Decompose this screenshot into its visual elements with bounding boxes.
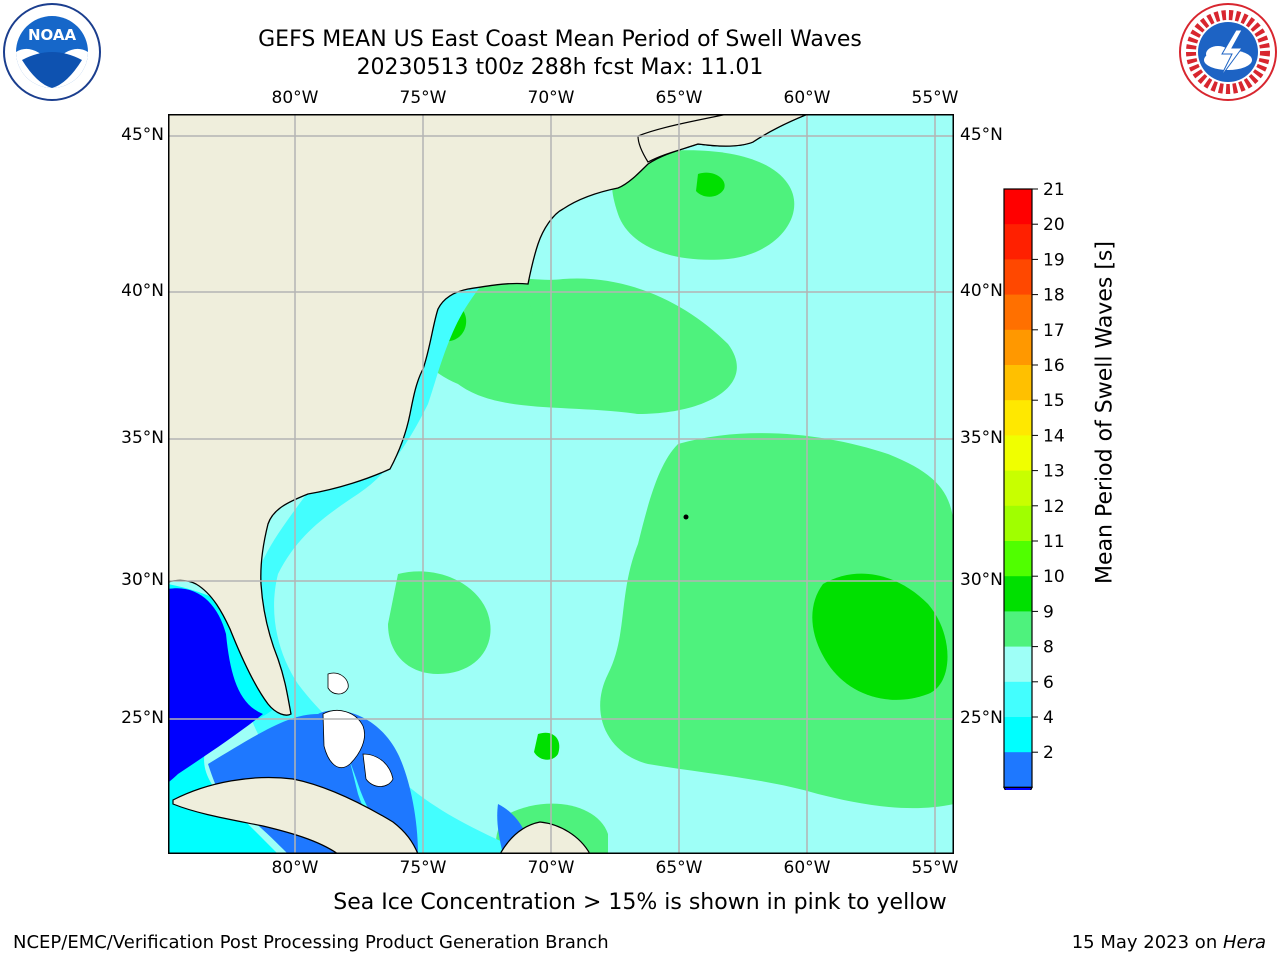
field-band-11-12 [534,732,560,760]
chart-title: GEFS MEAN US East Coast Mean Period of S… [258,27,862,52]
bahamas-bank [322,710,365,769]
lon-label-top: 80°W [271,88,319,108]
map-border [168,114,954,854]
colorbar-tick-label: 11 [1043,532,1065,552]
field-band-11-12 [812,573,948,700]
colorbar-tick-label: 13 [1043,462,1065,482]
colorbar-tick-label: 16 [1043,356,1065,376]
colorbar-segment [1004,752,1032,788]
field-band-4-6 [318,710,418,854]
lon-label-bottom: 60°W [783,858,831,878]
lat-label-left: 25°N [121,708,164,728]
nova-scotia-land [637,113,809,163]
colorbar-tick-label: 17 [1043,321,1065,341]
lon-label-top: 65°W [655,88,703,108]
field-band-10-11 [388,571,491,674]
colorbar-tick-label: 20 [1043,215,1065,235]
colorbar-segment [1004,541,1032,577]
field-band-11-12 [696,172,725,197]
colorbar-tick-label: 6 [1043,673,1054,693]
colorbar-tick-label: 21 [1043,180,1065,200]
lon-label-top: 55°W [911,88,959,108]
colorbar-tick-label: 18 [1043,286,1065,306]
lon-label-bottom: 70°W [527,858,575,878]
footer-date-text: 15 May 2023 on [1071,932,1223,953]
lat-label-right: 30°N [960,570,1003,590]
lat-label-right: 35°N [960,428,1003,448]
colorbar-tick-label: 10 [1043,567,1065,587]
field-band-10-11 [600,433,954,809]
colorbar-segment [1004,365,1032,401]
lat-label-right: 40°N [960,281,1003,301]
bahamas-bank [362,753,394,787]
lon-label-bottom: 75°W [399,858,447,878]
wave-period-map [167,113,954,855]
colorbar-tick-label: 14 [1043,426,1065,446]
colorbar-segment [1004,435,1032,472]
bermuda-island [683,514,689,520]
colorbar-segment [1004,259,1032,296]
colorbar-segment [1004,717,1032,753]
colorbar-tick-label: 15 [1043,391,1065,411]
lon-label-top: 60°W [783,88,831,108]
footer-system: Hera [1222,932,1266,953]
colorbar-segment [1004,681,1032,718]
field-band-10-11 [612,150,795,260]
colorbar-tick-label: 4 [1043,708,1054,728]
colorbar-segment [1004,611,1032,648]
colorbar-segment [1004,189,1032,225]
lat-label-left: 30°N [121,570,164,590]
sea-ice-caption: Sea Ice Concentration > 15% is shown in … [333,890,947,915]
lon-label-bottom: 55°W [911,858,959,878]
colorbar-frame [1003,188,1033,789]
colorbar-segment [1004,224,1032,260]
noaa-logo: NOAA [2,2,102,102]
lat-label-right: 45°N [960,125,1003,145]
footer-branch: NCEP/EMC/Verification Post Processing Pr… [13,932,609,953]
colorbar: 21 20 19 18 17 16 15 14 13 12 11 10 9 8 6 4 2 [990,180,1100,817]
noaa-logo-text: NOAA [28,26,77,44]
chart-subtitle: 20230513 t00z 288h fcst Max: 11.01 [356,55,764,80]
lon-label-top: 75°W [399,88,447,108]
north-america-land [167,113,809,716]
bahamas-bank [327,672,349,695]
colorbar-tick-label: 12 [1043,497,1065,517]
colorbar-segment [1004,646,1032,683]
colorbar-tick-label: 9 [1043,602,1054,622]
footer-date: 15 May 2023 on Hera [1072,932,1266,953]
lon-label-top: 70°W [527,88,575,108]
colorbar-segment [1004,505,1032,542]
colorbar-label: Mean Period of Swell Waves [s] [1092,241,1118,584]
map-frame [167,113,954,855]
lat-label-left: 40°N [121,281,164,301]
colorbar-segment [1004,400,1032,436]
lon-label-bottom: 80°W [271,858,319,878]
colorbar-segment [1004,470,1032,507]
lat-label-left: 45°N [121,125,164,145]
colorbar-tick-label: 2 [1043,743,1054,763]
lon-label-bottom: 65°W [655,858,703,878]
graticule [168,114,954,854]
hispaniola-land [498,821,592,855]
colorbar-segment [1004,329,1032,366]
colorbar-segment [1004,576,1032,612]
colorbar-tick-label: 19 [1043,250,1065,270]
field-band-2-4 [168,588,263,784]
nws-logo [1178,2,1278,102]
colorbar-tick-label: 8 [1043,638,1054,658]
lat-label-right: 25°N [960,708,1003,728]
colorbar-scale: 21 20 19 18 17 16 15 14 13 12 11 10 9 8 6 4 2 [1003,180,1065,817]
colorbar-segment [1004,294,1032,331]
lat-label-left: 35°N [121,428,164,448]
